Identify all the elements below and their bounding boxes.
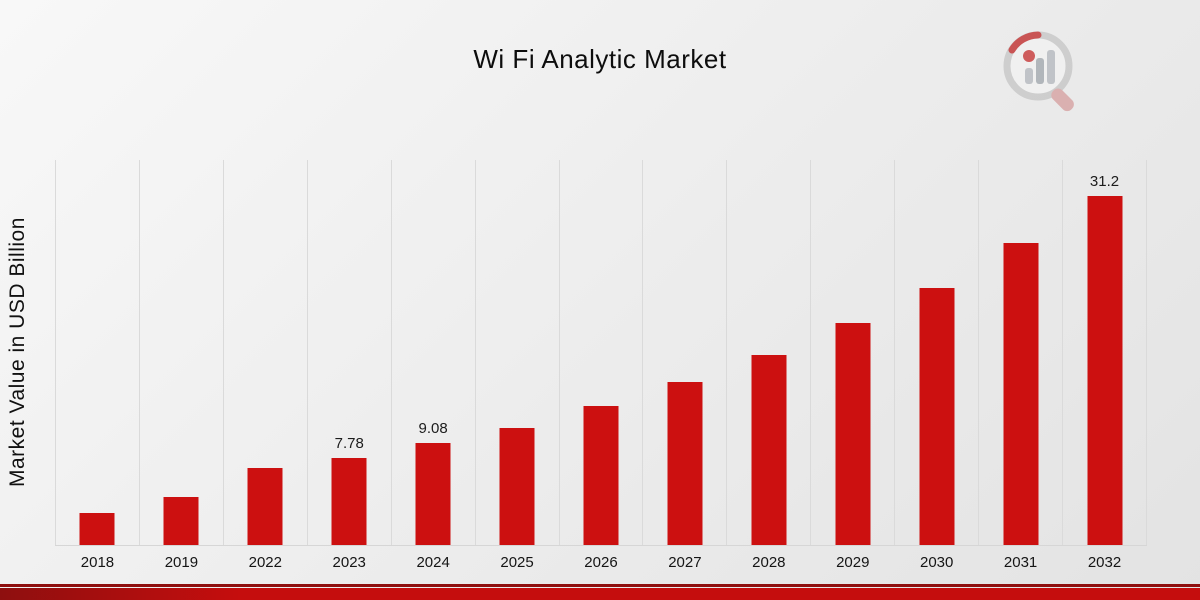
x-axis-label-2022: 2022 xyxy=(248,554,282,571)
x-axis-label-2029: 2029 xyxy=(836,554,870,571)
bar-2023 xyxy=(331,457,367,545)
bar-chart-magnifier-logo-icon xyxy=(1003,31,1074,112)
bar-2029 xyxy=(835,323,871,545)
grid-column: 2031 xyxy=(978,160,1062,571)
grid-column: 31.2 2032 xyxy=(1062,160,1147,571)
bar-2025 xyxy=(499,427,535,545)
grid-column: 2028 xyxy=(726,160,810,571)
x-axis-label-2028: 2028 xyxy=(752,554,786,571)
chart-title: Wi Fi Analytic Market xyxy=(473,44,727,74)
bar-2024 xyxy=(415,443,451,545)
bar-value-label-2024: 9.08 xyxy=(418,420,448,438)
grid-column: 2019 xyxy=(138,160,223,571)
bar-2030 xyxy=(919,287,955,545)
bar-2028 xyxy=(751,354,787,545)
grid-column: 2027 xyxy=(642,160,726,571)
bar-2032 xyxy=(1087,195,1123,545)
grid-column: 2030 xyxy=(894,160,978,571)
bottom-accent-line xyxy=(0,584,1200,587)
bar-2027 xyxy=(667,381,703,545)
grid-column: 2029 xyxy=(810,160,894,571)
x-axis-label-2025: 2025 xyxy=(500,554,534,571)
bar-2026 xyxy=(583,406,619,545)
x-axis-label-2024: 2024 xyxy=(416,554,450,571)
x-axis-label-2023: 2023 xyxy=(332,554,366,571)
grid-column: 9.08 2024 xyxy=(390,160,475,571)
x-axis-label-2031: 2031 xyxy=(1003,554,1038,571)
y-axis-label: Market Value in USD Billion xyxy=(6,217,29,488)
x-axis-label-2019: 2019 xyxy=(164,554,199,571)
bar-value-label-2023: 7.78 xyxy=(334,434,364,452)
bar-value-label-2032: 31.2 xyxy=(1089,172,1120,190)
grid-column: 2018 xyxy=(55,160,139,571)
bar-2022 xyxy=(247,467,283,545)
grid-column: 2025 xyxy=(474,160,559,571)
x-axis-label-2032: 2032 xyxy=(1087,554,1122,571)
bar-2019 xyxy=(163,496,199,545)
x-axis-label-2026: 2026 xyxy=(584,554,618,571)
bar-2031 xyxy=(1003,242,1039,545)
x-axis-label-2027: 2027 xyxy=(668,554,702,571)
bar-2018 xyxy=(79,512,115,545)
plot-area: 2018 2019 2022 7.78 2023 9.08 2024 2025 2026 2027… xyxy=(55,160,1147,571)
x-axis-label-2030: 2030 xyxy=(919,554,954,571)
x-axis-label-2018: 2018 xyxy=(80,554,115,571)
grid-column: 7.78 2023 xyxy=(306,160,391,571)
grid-column: 2022 xyxy=(222,160,307,571)
grid-column: 2026 xyxy=(558,160,643,571)
bottom-accent-band xyxy=(0,588,1200,600)
